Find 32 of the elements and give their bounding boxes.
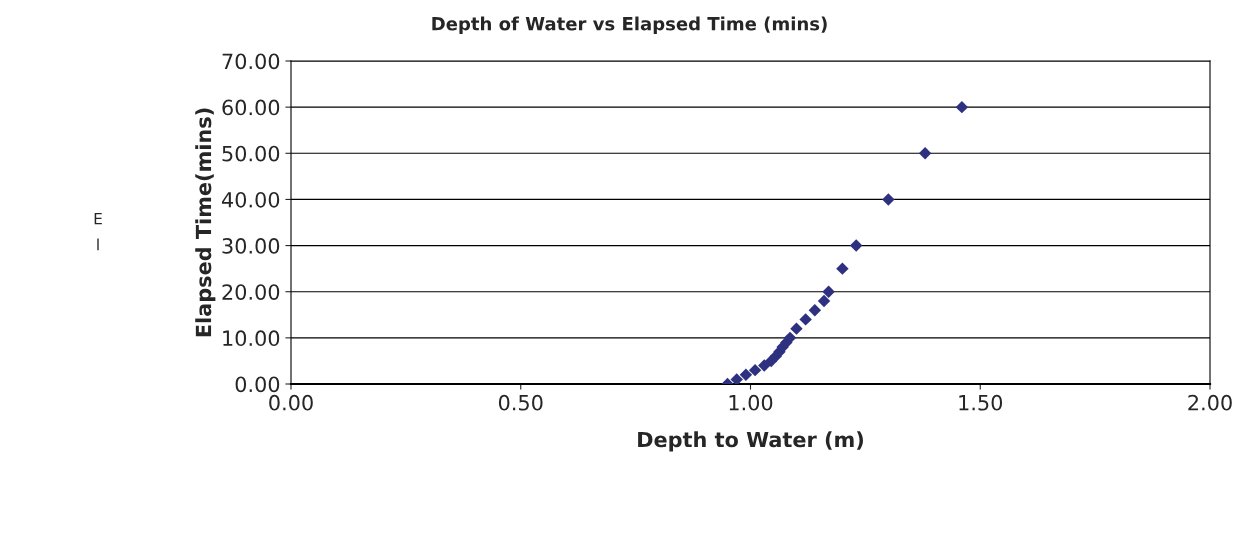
chart-title: Depth of Water vs Elapsed Time (mins) — [432, 16, 827, 34]
point — [882, 193, 895, 206]
x-tick-label: 2.00 — [1188, 394, 1232, 411]
point — [822, 285, 835, 298]
point — [817, 294, 831, 308]
y-tick-label: 10.00 — [223, 330, 280, 347]
y-tick-label: 60.00 — [222, 99, 280, 116]
y-tick-label: 70.00 — [222, 53, 280, 70]
y-tick-label: 0.00 — [235, 376, 280, 393]
x-tick-label: 0.00 — [269, 394, 313, 411]
y-tick-label: 20.00 — [222, 284, 280, 300]
point — [799, 313, 812, 326]
point — [849, 239, 863, 252]
text: l — [97, 238, 99, 251]
y-tick-label: 40.00 — [221, 191, 280, 208]
y-tick-label: 30.00 — [222, 238, 280, 254]
x-axis-title: Depth to Water (m) — [638, 431, 863, 452]
point — [730, 373, 743, 384]
y-tick-label: 50.00 — [222, 145, 280, 162]
point — [808, 303, 822, 317]
x-tick-label: 0.50 — [498, 394, 543, 411]
point — [758, 359, 771, 372]
text: E — [94, 213, 102, 225]
point — [918, 147, 932, 160]
point — [836, 262, 849, 275]
y-axis-title: Elapsed Time(mins) — [195, 108, 216, 337]
x-tick-label: 1.00 — [729, 394, 773, 411]
point — [955, 100, 969, 114]
point — [739, 368, 753, 381]
point — [748, 363, 762, 377]
x-tick-label: 1.50 — [959, 394, 1003, 411]
point — [790, 322, 803, 335]
